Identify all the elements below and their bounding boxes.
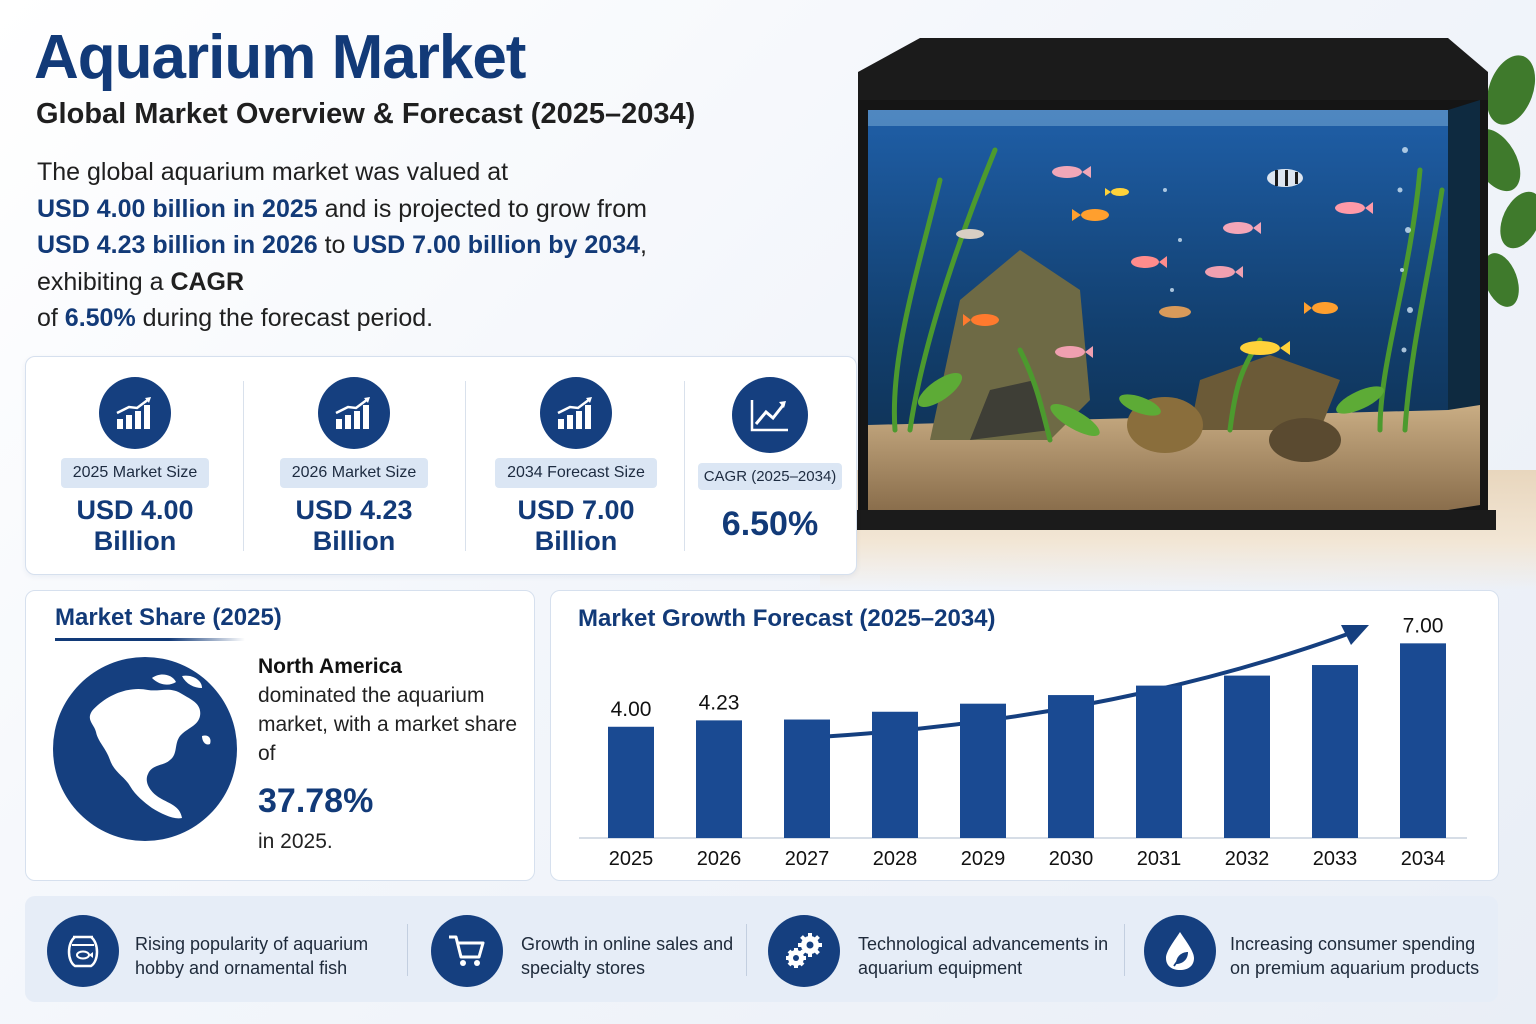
- kpi-value: 6.50%: [721, 505, 819, 543]
- x-tick-label: 2033: [1313, 848, 1358, 870]
- kpi-value-number: USD 4.00: [76, 495, 194, 525]
- market-share-title: Market Share (2025): [55, 604, 282, 631]
- kpi-label: CAGR (2025–2034): [697, 463, 843, 490]
- trend-arrow-head: [1341, 625, 1369, 645]
- kpi-label: 2025 Market Size: [60, 458, 210, 488]
- driver-item: Rising popularity of aquarium hobby and …: [25, 896, 405, 1002]
- title-underline: [55, 638, 245, 641]
- data-label: 4.23: [699, 691, 740, 714]
- kpi-label: 2026 Market Size: [279, 458, 429, 488]
- driver-text: Technological advancements in aquarium e…: [858, 934, 1109, 978]
- bar-2032: [1224, 675, 1270, 838]
- water-drop-leaf-icon: [1144, 915, 1216, 987]
- shopping-cart-icon: [431, 915, 503, 987]
- intro-text: to: [317, 231, 353, 259]
- bar-2028: [872, 711, 918, 838]
- page-title: Aquarium Market: [34, 23, 526, 92]
- x-tick-label: 2025: [609, 848, 654, 870]
- bar-chart-growth-icon: [99, 377, 171, 449]
- kpi-cagr: CAGR (2025–2034) 6.50%: [670, 357, 870, 574]
- intro-text: and is projected to grow from: [317, 194, 647, 223]
- line-chart-trend-icon: [732, 377, 808, 453]
- divider: [684, 381, 685, 551]
- bar-chart-growth-icon: [540, 377, 612, 449]
- intro-highlight-cagr: 6.50%: [64, 304, 136, 332]
- kpi-value-number: USD 7.00: [517, 495, 635, 525]
- globe-north-america-icon: [53, 657, 237, 841]
- kpi-value-unit: Billion: [93, 526, 177, 556]
- intro-highlight-2025: USD 4.00 billion in 2025: [37, 194, 318, 223]
- x-tick-label: 2026: [697, 848, 742, 870]
- x-tick-label: 2030: [1049, 848, 1094, 870]
- bar-2034: [1400, 643, 1446, 838]
- x-tick-label: 2034: [1401, 848, 1446, 870]
- share-percent: 37.78%: [258, 782, 374, 820]
- forecast-bar-chart: 2025 4.00 2026 4.23 2027 2028 2029 2030 2031 2032…: [579, 614, 1467, 870]
- divider: [465, 381, 466, 551]
- divider: [746, 924, 747, 976]
- kpi-value-number: USD 4.23: [295, 495, 413, 525]
- bar-2030: [1048, 695, 1094, 838]
- market-share-text: North America dominated the aquarium mar…: [258, 652, 518, 856]
- kpi-value: USD 7.00 Billion: [476, 495, 676, 557]
- bar-2029: [960, 703, 1006, 838]
- bar-2031: [1136, 685, 1182, 838]
- driver-item: Increasing consumer spending on premium …: [1122, 896, 1498, 1002]
- intro-cagr-label: CAGR: [170, 267, 245, 296]
- driver-text: Rising popularity of aquarium hobby and …: [135, 934, 369, 978]
- x-tick-label: 2027: [785, 848, 830, 870]
- bar-2026: [696, 720, 742, 838]
- divider: [407, 924, 408, 976]
- forecast-chart-card: Market Growth Forecast (2025–2034) 2025 4…: [550, 590, 1499, 881]
- kpi-2034-forecast-size: 2034 Forecast Size USD 7.00 Billion: [476, 357, 676, 574]
- kpi-value-unit: Billion: [534, 526, 618, 556]
- bar-2025: [608, 726, 654, 838]
- intro-highlight-2034: USD 7.00 billion by 2034: [352, 231, 641, 259]
- bar-2027: [784, 719, 830, 838]
- fishbowl-icon: [47, 915, 119, 987]
- x-tick-label: 2028: [873, 848, 918, 870]
- kpi-2026-market-size: 2026 Market Size USD 4.23 Billion: [254, 357, 454, 574]
- aquarium-illustration: [820, 0, 1536, 590]
- market-drivers-strip: Rising popularity of aquarium hobby and …: [25, 896, 1498, 1002]
- data-label: 4.00: [611, 698, 652, 721]
- kpi-label: 2034 Forecast Size: [495, 458, 657, 488]
- driver-text: Increasing consumer spending on premium …: [1230, 934, 1480, 978]
- data-label: 7.00: [1403, 614, 1444, 637]
- region-name: North America: [258, 655, 402, 678]
- intro-text: , exhibiting a: [37, 231, 647, 296]
- kpi-2025-market-size: 2025 Market Size USD 4.00 Billion: [35, 357, 235, 574]
- x-tick-label: 2032: [1225, 848, 1270, 870]
- intro-highlight-2026: USD 4.23 billion in 2026: [37, 231, 318, 259]
- share-suffix: in 2025.: [258, 830, 333, 853]
- kpi-value: USD 4.00 Billion: [35, 495, 235, 557]
- kpi-value-unit: Billion: [312, 526, 396, 556]
- divider: [1124, 924, 1125, 976]
- gears-icon: [768, 915, 840, 987]
- chart-title: Market Growth Forecast (2025–2034): [578, 605, 996, 632]
- x-tick-label: 2029: [961, 848, 1006, 870]
- bar-chart-growth-icon: [318, 377, 390, 449]
- kpi-card: 2025 Market Size USD 4.00 Billion 2026 Ma…: [25, 356, 857, 575]
- intro-text: during the forecast period.: [135, 304, 434, 332]
- bar-2033: [1312, 665, 1358, 838]
- market-share-card: Market Share (2025) North America domina…: [25, 590, 535, 881]
- kpi-value: USD 4.23 Billion: [254, 495, 454, 557]
- x-tick-label: 2031: [1137, 848, 1182, 870]
- intro-text: The global aquarium market was valued at: [37, 158, 509, 186]
- driver-text: Growth in online sales and specialty sto…: [521, 934, 734, 978]
- page-subtitle: Global Market Overview & Forecast (2025–…: [36, 98, 696, 130]
- intro-paragraph: The global aquarium market was valued at…: [37, 154, 677, 337]
- driver-item: Growth in online sales and specialty sto…: [409, 896, 749, 1002]
- share-description: dominated the aquarium market, with a ma…: [258, 684, 518, 765]
- divider: [243, 381, 244, 551]
- intro-text: of: [37, 304, 65, 332]
- driver-item: Technological advancements in aquarium e…: [746, 896, 1126, 1002]
- aquarium-tank: [850, 38, 1496, 530]
